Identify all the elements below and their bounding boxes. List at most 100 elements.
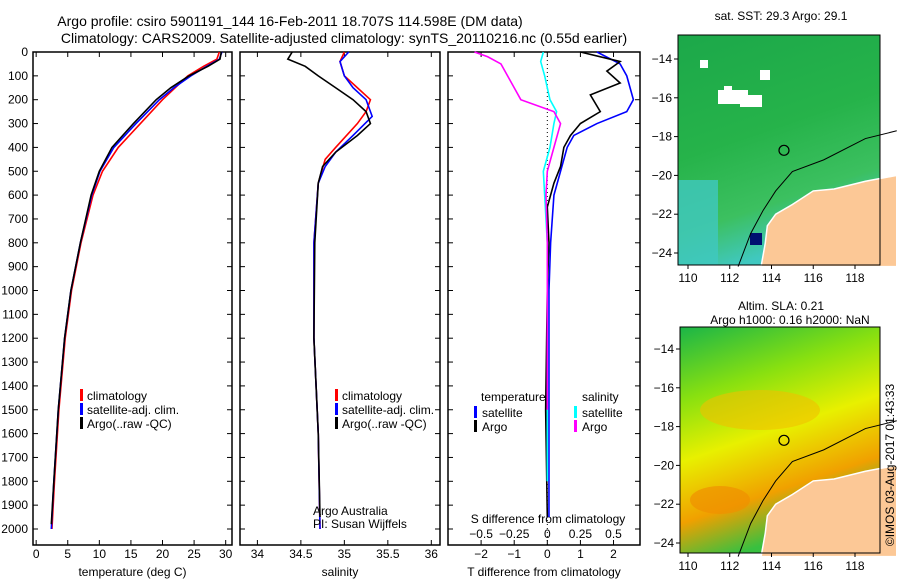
- map-field-patch: [678, 180, 718, 265]
- legend-swatch: [80, 403, 83, 415]
- argo-position-marker: [778, 434, 790, 446]
- y-tick-label: 0: [21, 45, 28, 59]
- map-anomaly: [700, 390, 820, 430]
- panels: 0 5 10 15 20 25 300100200300400500600700800900…: [1, 9, 898, 579]
- x2-tick-label: −0.25: [499, 527, 530, 541]
- y-tick-label: 400: [8, 140, 28, 154]
- legend-swatch: [574, 420, 577, 432]
- x-tick-label: 35.5: [376, 547, 400, 561]
- legend-swatch: [335, 417, 338, 429]
- differences-panel: −2 −1 0 1 2 T difference from climatology −0.5…: [447, 51, 641, 579]
- title-line-2: Climatology: CARS2009. Satellite-adjuste…: [61, 30, 627, 46]
- lat-tick-label: −24: [652, 246, 673, 260]
- x-tick-label: 5: [64, 547, 71, 561]
- watermark: ©IMOS 03-Aug-2017 01:43:33: [883, 384, 897, 547]
- x-tick-label: 0: [33, 547, 40, 561]
- cloud-mask: [724, 86, 732, 94]
- sst_map: 110 112 114 116 118 −14 −16 −18 −20 −22 −24 sat. SS…: [652, 9, 898, 285]
- y-tick-label: 800: [8, 236, 28, 250]
- lon-tick-label: 118: [845, 271, 864, 285]
- x2-tick-label: −0.5: [469, 527, 493, 541]
- x2-tick-label: 0.5: [605, 527, 622, 541]
- legend-swatch: [474, 420, 477, 432]
- isobath-line: [737, 130, 897, 267]
- map-title: sat. SST: 29.3 Argo: 29.1: [715, 9, 848, 23]
- y-tick-label: 200: [8, 93, 28, 107]
- series-line-climatology: [313, 51, 372, 530]
- legend-swatch: [80, 389, 83, 401]
- annotation-text: Argo Australia: [313, 504, 388, 518]
- plot-frame: [239, 51, 441, 546]
- legend-label: satellite: [482, 406, 523, 420]
- legend-label: climatology: [342, 389, 402, 403]
- y-tick-label: 1700: [1, 450, 28, 464]
- lat-tick-label: −14: [652, 52, 673, 66]
- lat-tick-label: −22: [654, 497, 675, 511]
- y-tick-label: 1500: [1, 403, 28, 417]
- legend-swatch: [335, 389, 338, 401]
- legend-label: satellite-adj. clim.: [342, 403, 434, 417]
- x-tick-label: 2: [610, 547, 617, 561]
- map-anomaly: [690, 486, 750, 514]
- y-tick-label: 1100: [2, 307, 28, 321]
- x-tick-label: 30: [219, 547, 233, 561]
- title-line-1: Argo profile: csiro 5901191_144 16-Feb-2…: [57, 13, 522, 29]
- legend-label: Argo(..raw -QC): [87, 417, 172, 431]
- legend-swatch: [574, 406, 577, 418]
- series-line-s-argo: [474, 51, 562, 410]
- series-line-argo-raw-qc-: [50, 51, 223, 525]
- lat-tick-label: −22: [652, 207, 673, 221]
- lat-tick-label: −20: [652, 168, 673, 182]
- lon-tick-label: 112: [720, 559, 739, 573]
- temperature-panel: 0 5 10 15 20 25 300100200300400500600700800900…: [1, 45, 233, 579]
- sla_map: 110 112 114 116 118 −14 −16 −18 −20 −22 −24 Altim. …: [654, 299, 898, 573]
- x-tick-label: 36: [425, 547, 439, 561]
- lat-tick-label: −18: [652, 130, 673, 144]
- x-tick-label: 0: [544, 547, 551, 561]
- legend-label: Argo(..raw -QC): [342, 417, 427, 431]
- x2-tick-label: 0.25: [569, 527, 593, 541]
- map-subtitle: Argo h1000: 0.16 h2000: NaN: [710, 313, 869, 327]
- x-axis-label: T difference from climatology: [467, 565, 621, 579]
- lon-tick-label: 118: [845, 559, 864, 573]
- legend-label: satellite: [582, 406, 623, 420]
- lat-tick-label: −24: [654, 536, 675, 550]
- y-tick-label: 1300: [1, 355, 28, 369]
- series-line-argo-raw-qc-: [286, 51, 372, 518]
- x-tick-label: 15: [124, 547, 138, 561]
- series-line-satellite-adj-clim-: [313, 51, 374, 530]
- y-tick-label: 1900: [1, 498, 28, 512]
- x-tick-label: −2: [474, 547, 488, 561]
- plot-frame: [447, 51, 641, 546]
- argo-position-marker: [778, 144, 790, 156]
- x-tick-label: 20: [156, 547, 170, 561]
- y-tick-label: 1800: [1, 474, 28, 488]
- x-tick-label: 34: [251, 547, 265, 561]
- y-tick-label: 1000: [1, 284, 28, 298]
- plot-frame: [32, 51, 233, 546]
- x-tick-label: 25: [187, 547, 201, 561]
- x-tick-label: 35: [338, 547, 352, 561]
- legend-label: Argo: [582, 420, 608, 434]
- legend-swatch: [80, 417, 83, 429]
- y-tick-label: 100: [8, 69, 28, 83]
- lon-tick-label: 114: [762, 559, 781, 573]
- map-title: Altim. SLA: 0.21: [738, 299, 824, 313]
- y-tick-label: 900: [8, 260, 28, 274]
- y-tick-label: 600: [8, 188, 28, 202]
- y-tick-label: 1600: [1, 427, 28, 441]
- lat-tick-label: −18: [654, 420, 675, 434]
- cloud-mask: [760, 70, 770, 80]
- map-frame: [679, 326, 881, 554]
- x2-tick-label: 0: [544, 527, 551, 541]
- legend-title-salinity: salinity: [582, 390, 619, 404]
- cloud-mask: [700, 60, 708, 68]
- series-line-t-satellite: [548, 51, 635, 518]
- lat-tick-label: −16: [654, 381, 675, 395]
- x-axis-label: salinity: [322, 565, 359, 579]
- series-line-t-argo: [544, 51, 623, 518]
- y-tick-label: 300: [8, 117, 28, 131]
- lon-tick-label: 116: [804, 271, 823, 285]
- x-tick-label: 34.5: [289, 547, 313, 561]
